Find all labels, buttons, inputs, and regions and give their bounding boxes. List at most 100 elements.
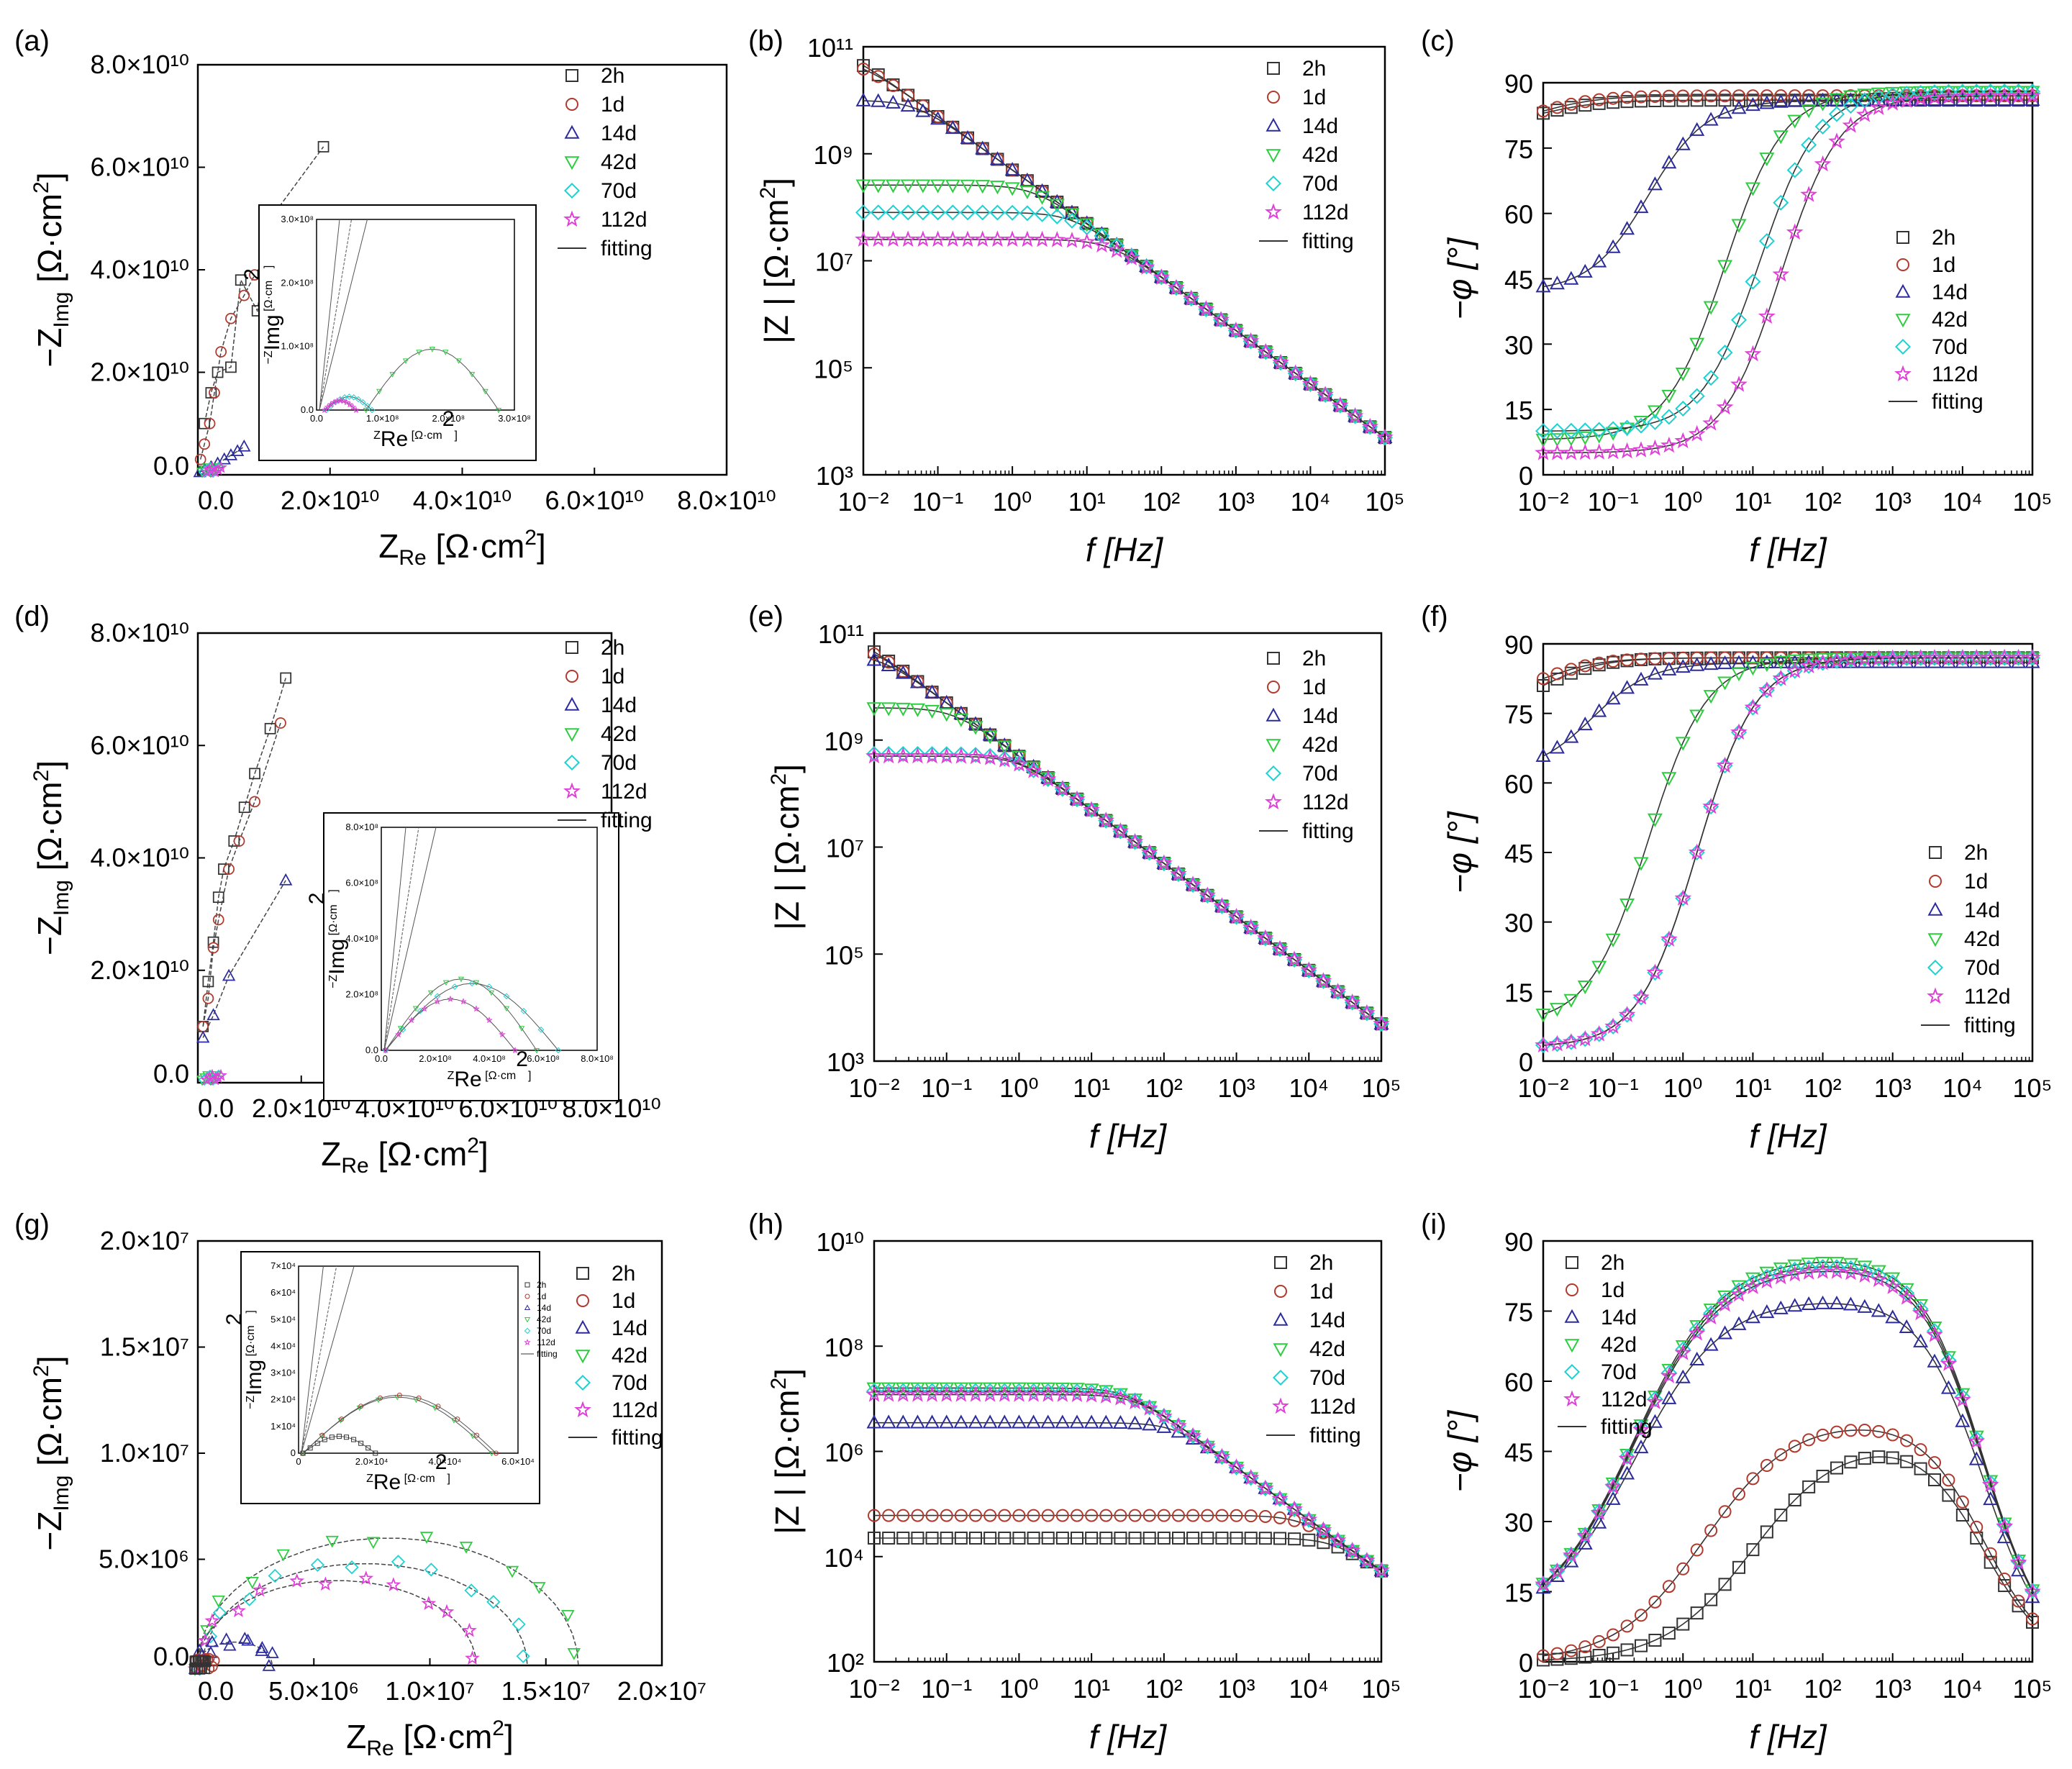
legend-label-fitting: fitting — [601, 237, 653, 260]
data-point-14d — [1759, 654, 1775, 668]
data-point-70d — [1675, 400, 1691, 417]
y-axis-title-part: −Z — [31, 916, 68, 955]
data-point-2h — [1704, 94, 1718, 107]
data-point-70d — [1940, 83, 1957, 100]
y-axis-title-part: −Z — [31, 1511, 68, 1551]
x-tick-label: 10⁰ — [1663, 487, 1702, 517]
inset-x-tick-label: 0.0 — [310, 413, 323, 424]
inset-point-2h — [343, 1434, 349, 1440]
x-tick-label: 10⁴ — [1289, 1674, 1330, 1704]
data-point-112d — [1317, 386, 1335, 402]
x-tick-label: 10² — [1142, 487, 1180, 517]
data-point-42d — [989, 181, 1005, 195]
data-point-112d — [1590, 1504, 1608, 1520]
data-point-2h — [1128, 1531, 1142, 1545]
data-point-1d — [1142, 1509, 1156, 1522]
data-point-2h — [969, 1531, 982, 1545]
legend-label-70d: 70d — [1964, 956, 2000, 980]
inset-point-1d — [377, 1395, 383, 1401]
data-point-1d — [1676, 651, 1690, 665]
data-point-70d — [1141, 1399, 1158, 1416]
inset-legend-label-2h: 2h — [537, 1280, 546, 1290]
data-point-42d — [855, 179, 871, 194]
data-point-112d — [1576, 443, 1594, 460]
data-point-2h — [1142, 1531, 1156, 1545]
data-point-42d — [1983, 86, 1999, 100]
data-point-70d — [1689, 388, 1705, 404]
data-point-112d — [1153, 268, 1171, 285]
data-point-14d — [1647, 665, 1663, 680]
legend-label-112d: 112d — [601, 208, 648, 232]
data-point-42d — [881, 1382, 896, 1396]
y-tick-label: 0.0 — [153, 1059, 189, 1088]
legend-marker-112d — [1894, 365, 1912, 382]
legend-label-42d: 42d — [1932, 308, 1968, 332]
inset-x-tick-label: 0.0 — [375, 1053, 388, 1064]
data-point-1d — [1704, 1524, 1718, 1537]
inset-y-axis-title-part: ] — [263, 265, 275, 268]
data-point-112d — [1786, 661, 1804, 678]
inset-steep-line — [319, 219, 368, 411]
data-point-42d — [915, 179, 931, 194]
panel-label-c: (c) — [1421, 25, 1455, 57]
legend-label-2h: 2h — [601, 636, 624, 660]
data-point-2h — [1564, 101, 1578, 114]
data-point-70d — [870, 204, 886, 221]
legend-label-70d: 70d — [1302, 172, 1338, 196]
x-tick-label: 10⁴ — [1289, 1073, 1330, 1103]
data-point-42d — [953, 1382, 969, 1396]
data-point-42d — [1759, 658, 1775, 673]
inset-point-42d — [495, 407, 502, 414]
data-point-2h — [1760, 1525, 1773, 1539]
data-point-14d — [1083, 1414, 1099, 1429]
y-tick-label: 10⁸ — [824, 1332, 864, 1362]
panel-d: (d) 0.0 2.0×10¹⁰ 4.0×10¹⁰ 6.0×10¹⁰ 8.0×10¹⁰ 0.… — [14, 601, 661, 1178]
data-point-112d — [1646, 1393, 1664, 1409]
data-point-70d — [953, 746, 969, 763]
data-point-14d — [1243, 333, 1259, 347]
data-point-112d — [1331, 396, 1349, 413]
panel-label-d: (d) — [14, 601, 50, 632]
inset-point-42d — [412, 1006, 419, 1012]
data-point-2h — [1041, 1531, 1055, 1545]
y-tick-label: 10¹⁰ — [817, 1227, 864, 1257]
inset-point-1d — [494, 1450, 499, 1456]
x-tick-label: 10⁻² — [1517, 1674, 1568, 1704]
legend-marker-14d — [1266, 117, 1281, 132]
x-tick-label: 10³ — [1874, 1674, 1912, 1704]
data-point-14d — [1759, 1304, 1775, 1319]
data-point-14d — [1011, 748, 1027, 763]
x-axis-title-part: Z — [378, 527, 399, 565]
x-tick-label: 10¹ — [1073, 1073, 1110, 1103]
data-point-2h — [1690, 1606, 1704, 1620]
data-point-2h — [1942, 1488, 1955, 1502]
data-point-112d — [1870, 649, 1888, 666]
legend-marker-1d — [565, 670, 578, 683]
legend-label-14d: 14d — [1932, 281, 1968, 304]
data-point-14d — [1689, 1351, 1705, 1366]
y-tick-label: 2.0×10¹⁰ — [90, 955, 189, 985]
data-point-1d — [233, 835, 245, 847]
legend-label-112d: 112d — [601, 780, 648, 804]
inset-point-70d — [346, 394, 353, 400]
fit-line-14d — [1542, 99, 2032, 288]
data-point-1d — [1550, 101, 1564, 114]
data-point-2h — [1732, 1560, 1745, 1574]
data-point-14d — [996, 737, 1012, 752]
data-point-42d — [1675, 1340, 1691, 1355]
data-point-14d — [1286, 1501, 1302, 1515]
x-tick-label: 10⁵ — [2013, 487, 2053, 517]
legend-label-42d: 42d — [1601, 1333, 1637, 1357]
data-point-70d — [1632, 1419, 1650, 1436]
data-point-1d — [1648, 90, 1662, 104]
inset-point-70d — [399, 1026, 406, 1033]
data-point-14d — [1258, 1480, 1273, 1494]
panel-label-a: (a) — [14, 25, 50, 57]
data-point-42d — [1745, 182, 1760, 196]
fit-line-2h — [202, 678, 286, 1027]
data-point-2h — [1676, 1617, 1690, 1631]
data-point-1d — [1635, 90, 1648, 104]
data-point-2h — [925, 1531, 939, 1545]
data-point-112d — [1744, 698, 1762, 715]
legend-marker-1d — [1929, 875, 1942, 888]
